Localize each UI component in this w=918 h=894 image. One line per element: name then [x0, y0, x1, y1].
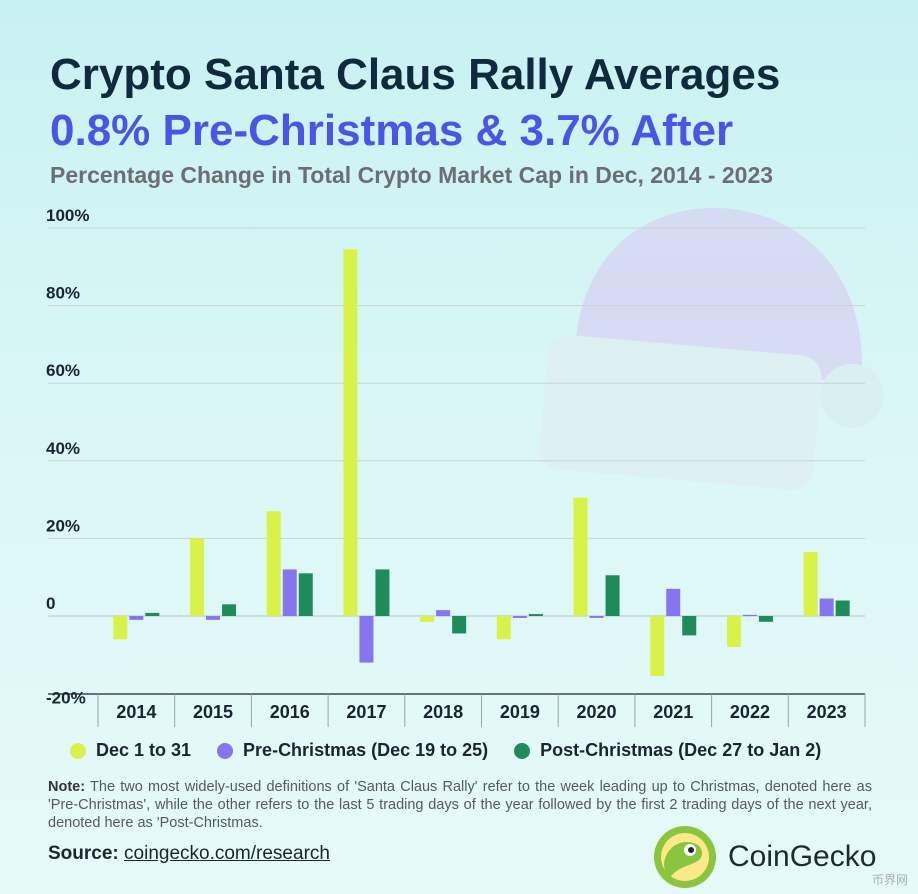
bar-pre-2022	[742, 614, 757, 616]
bar-post-2019	[528, 614, 543, 616]
bar-post-2022	[758, 616, 773, 622]
bar-post-2020	[605, 575, 620, 616]
chart-legend: Dec 1 to 31 Pre-Christmas (Dec 19 to 25)…	[70, 740, 847, 761]
bar-pre-2016	[282, 569, 297, 616]
bar-dec-2016	[266, 511, 281, 616]
x-tick-label: 2015	[193, 702, 233, 722]
legend-item-post: Post-Christmas (Dec 27 to Jan 2)	[514, 740, 821, 761]
bar-pre-2017	[359, 616, 374, 663]
bar-pre-2020	[589, 616, 604, 618]
x-tick-label: 2018	[423, 702, 463, 722]
bar-dec-2020	[573, 497, 588, 616]
source-link[interactable]: coingecko.com/research	[124, 843, 330, 864]
y-tick-label: 40%	[46, 439, 80, 458]
legend-dot-dec-icon	[70, 742, 86, 759]
source-line: Source: coingecko.com/research	[48, 843, 330, 865]
legend-item-dec: Dec 1 to 31	[70, 740, 191, 761]
bar-post-2015	[222, 604, 237, 616]
legend-label-pre: Pre-Christmas (Dec 19 to 25)	[243, 740, 489, 760]
x-tick-label: 2017	[346, 702, 386, 722]
bar-dec-2021	[650, 616, 665, 677]
bar-pre-2021	[666, 588, 681, 616]
legend-label-post: Post-Christmas (Dec 27 to Jan 2)	[540, 740, 822, 760]
bar-pre-2015	[206, 616, 221, 620]
bar-dec-2018	[420, 616, 435, 622]
y-tick-label: -20%	[46, 689, 86, 708]
bar-post-2018	[452, 616, 467, 634]
x-tick-label: 2021	[653, 702, 693, 722]
watermark-text: 币界网	[871, 873, 908, 887]
bar-post-2023	[835, 600, 850, 616]
bar-post-2021	[682, 616, 697, 636]
bar-pre-2018	[436, 610, 451, 616]
x-tick-label: 2022	[730, 702, 770, 722]
legend-label-dec: Dec 1 to 31	[96, 740, 192, 760]
bar-dec-2023	[803, 551, 818, 616]
footnote: Note: The two most widely-used definitio…	[48, 778, 872, 832]
y-tick-label: 0	[46, 594, 55, 613]
brand-name: CoinGecko	[728, 840, 877, 873]
bar-pre-2019	[512, 616, 527, 618]
y-tick-label: 20%	[46, 516, 80, 535]
bar-dec-2022	[726, 616, 741, 648]
x-tick-label: 2023	[807, 702, 847, 722]
chart-headline-stat: 0.8% Pre-Christmas & 3.7% After	[50, 106, 734, 155]
y-tick-label: 60%	[46, 361, 80, 380]
coingecko-logo-icon	[654, 826, 716, 888]
legend-dot-post-icon	[514, 742, 531, 759]
x-tick-label: 2016	[270, 702, 310, 722]
bar-dec-2017	[343, 249, 358, 616]
x-tick-label: 2020	[577, 702, 617, 722]
source-label: Source:	[48, 843, 119, 864]
legend-dot-pre-icon	[217, 742, 234, 759]
brand-logo: CoinGecko	[652, 824, 876, 890]
y-tick-label: 100%	[46, 206, 89, 225]
bar-pre-2023	[819, 598, 834, 616]
x-tick-label: 2019	[500, 702, 540, 722]
bar-dec-2014	[113, 616, 128, 640]
bar-pre-2014	[129, 616, 144, 620]
note-label: Note:	[48, 779, 86, 795]
bar-chart: 100% 80% 60% 40% 20% 0 -20% 2014 2015 2016 2017 201…	[46, 206, 884, 727]
note-text: The two most widely-used definitions of …	[48, 779, 872, 831]
bar-post-2014	[145, 612, 160, 616]
y-tick-label: 80%	[46, 284, 80, 303]
legend-item-pre: Pre-Christmas (Dec 19 to 25)	[217, 740, 488, 761]
santa-hat-decoration	[539, 207, 884, 490]
x-tick-label: 2014	[116, 702, 156, 722]
bar-dec-2015	[190, 538, 205, 616]
chart-subtitle: Percentage Change in Total Crypto Market…	[50, 162, 774, 188]
bar-dec-2019	[496, 616, 511, 640]
bar-post-2017	[375, 569, 390, 616]
chart-title: Crypto Santa Claus Rally Averages	[50, 50, 781, 99]
bar-post-2016	[298, 573, 313, 616]
